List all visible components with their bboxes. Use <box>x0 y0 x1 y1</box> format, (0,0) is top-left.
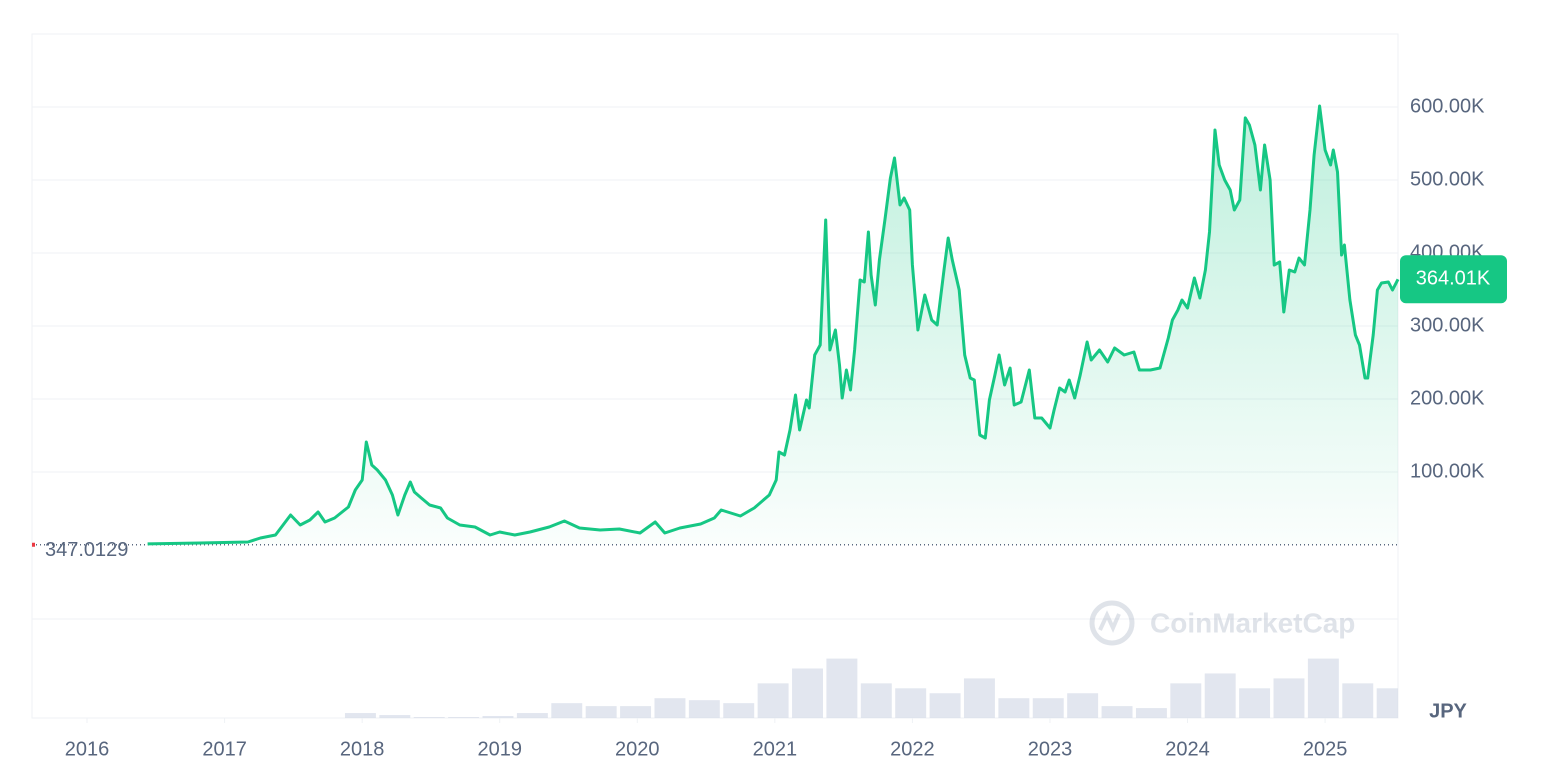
volume-bar <box>723 703 755 718</box>
volume-bar <box>895 688 927 718</box>
volume-layer <box>344 658 1398 718</box>
y-tick-label: 200.00K <box>1410 387 1485 409</box>
volume-bar <box>1307 658 1339 718</box>
current-price-label: 364.01K <box>1416 268 1491 290</box>
watermark-logo <box>1089 600 1135 646</box>
volume-bar <box>654 698 686 718</box>
volume-bar <box>826 658 858 718</box>
volume-bar <box>482 716 514 718</box>
volume-bar <box>1204 673 1236 718</box>
x-tick-label: 2024 <box>1165 738 1210 760</box>
volume-bar <box>757 683 789 718</box>
volume-bar <box>1067 693 1099 718</box>
x-tick-label: 2017 <box>202 738 247 760</box>
price-line <box>147 104 1400 546</box>
volume-bar <box>1273 678 1305 718</box>
x-tick-label: 2020 <box>615 738 660 760</box>
y-tick-label: 600.00K <box>1410 95 1485 117</box>
volume-bar <box>963 678 995 718</box>
current-price-tag <box>1400 255 1507 304</box>
volume-bar <box>448 717 480 718</box>
volume-bar <box>792 668 823 718</box>
volume-bar <box>1342 683 1374 718</box>
x-tick-label: 2019 <box>477 738 522 760</box>
x-tick-label: 2023 <box>1028 738 1073 760</box>
y-tick-label: 300.00K <box>1410 314 1485 336</box>
volume-bar <box>551 703 583 718</box>
price-area <box>147 106 1399 545</box>
x-tick-label: 2018 <box>340 738 385 760</box>
volume-bar <box>1170 683 1202 718</box>
y-tick-label: 500.00K <box>1410 168 1485 190</box>
baseline-marker <box>32 542 35 547</box>
watermark-logo-mark <box>1098 610 1121 633</box>
volume-bar <box>1239 688 1271 718</box>
volume-bar <box>344 713 376 718</box>
volume-bar <box>1101 706 1133 718</box>
currency-label: JPY <box>1429 700 1467 722</box>
y-tick-label: 100.00K <box>1410 460 1485 482</box>
volume-bar <box>413 717 445 718</box>
volume-bar <box>1376 688 1398 718</box>
volume-bar <box>929 693 961 718</box>
plot-layer: 347.0129 364.01K <box>32 104 1507 561</box>
watermark-text: CoinMarketCap <box>1150 607 1355 638</box>
volume-bar <box>620 706 652 718</box>
x-tick-label: 2025 <box>1303 738 1348 760</box>
watermark: CoinMarketCap <box>1089 600 1355 646</box>
volume-bar <box>1032 698 1064 718</box>
volume-bar <box>585 706 617 718</box>
x-tick-label: 2022 <box>890 738 935 760</box>
x-tick-label: 2021 <box>753 738 798 760</box>
volume-bar <box>379 715 411 718</box>
volume-bar <box>998 698 1030 718</box>
x-tick-label: 2016 <box>65 738 110 760</box>
volume-bar <box>860 683 892 718</box>
volume-bar <box>1135 708 1167 718</box>
baseline-label: 347.0129 <box>45 539 128 561</box>
volume-bar <box>516 713 548 718</box>
volume-bar <box>688 700 720 718</box>
